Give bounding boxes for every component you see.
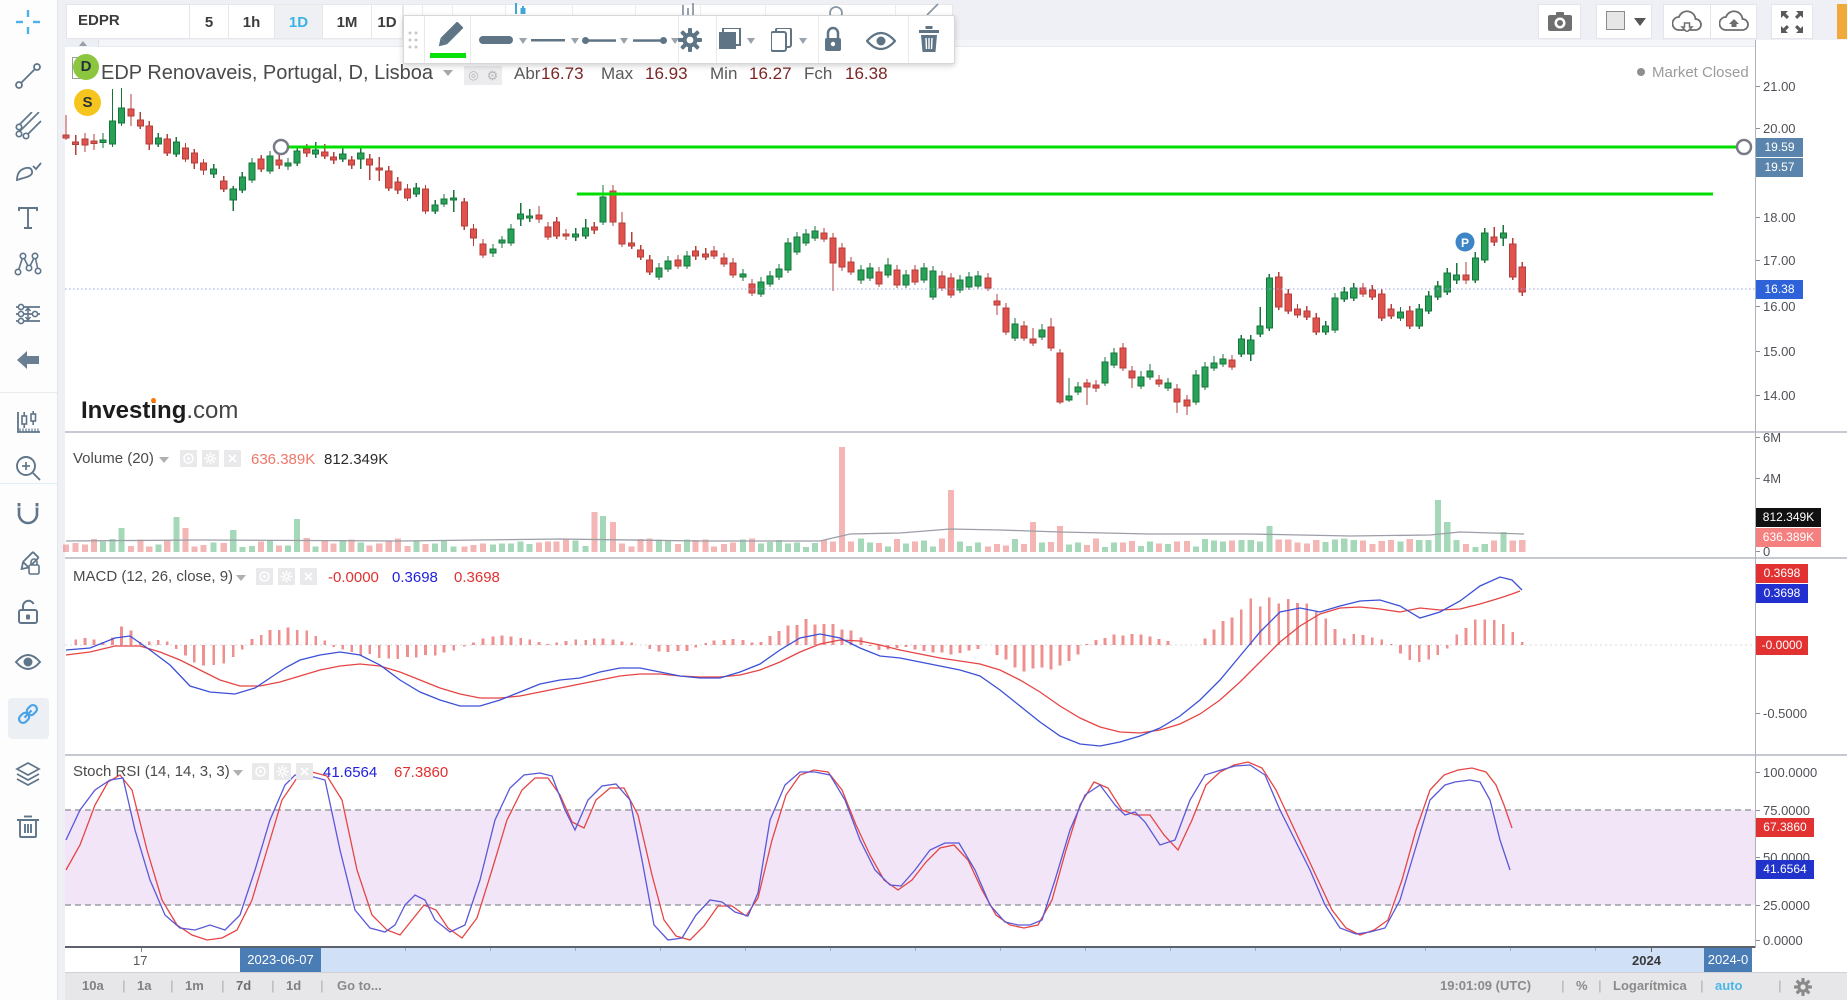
svg-text:P: P [1461,236,1469,250]
